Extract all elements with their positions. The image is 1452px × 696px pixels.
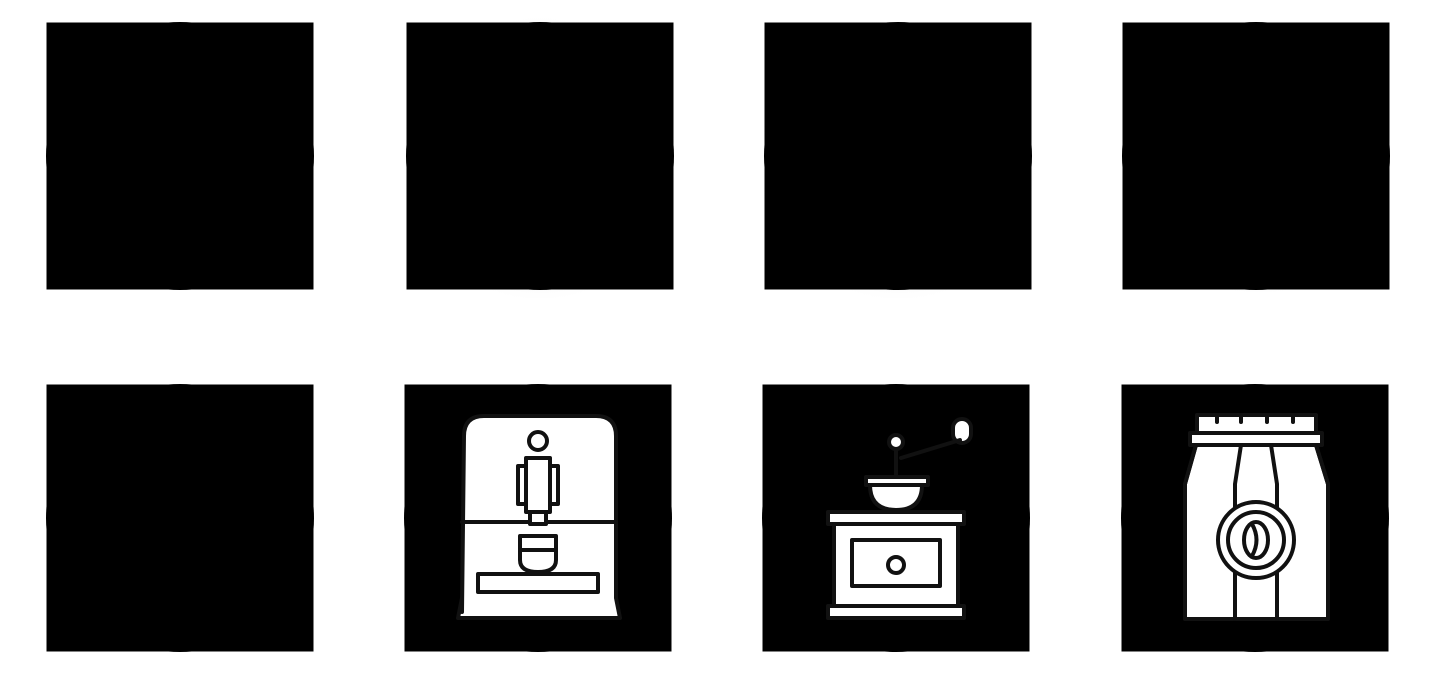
shadow-tile-2 xyxy=(758,12,1040,298)
icon-grid-guide xyxy=(400,8,680,298)
grid-tile-1 xyxy=(46,22,314,290)
espresso-machine-icon xyxy=(456,414,622,620)
shadow-tile-1 xyxy=(400,8,680,298)
icon-grid-guide xyxy=(1122,18,1392,292)
icon-grid-guide xyxy=(46,384,314,652)
icon-grid-guide xyxy=(758,12,1040,298)
coffee-grinder-icon xyxy=(826,417,973,620)
espresso-machine-tile[interactable] xyxy=(404,384,672,652)
coffee-bag-icon xyxy=(1183,413,1330,621)
coffee-grinder-tile[interactable] xyxy=(762,384,1030,652)
shadow-tile-3 xyxy=(1122,18,1392,292)
icon-grid-guide xyxy=(46,22,314,290)
grid-tile-2 xyxy=(46,384,314,652)
coffee-bag-tile[interactable] xyxy=(1121,384,1389,652)
